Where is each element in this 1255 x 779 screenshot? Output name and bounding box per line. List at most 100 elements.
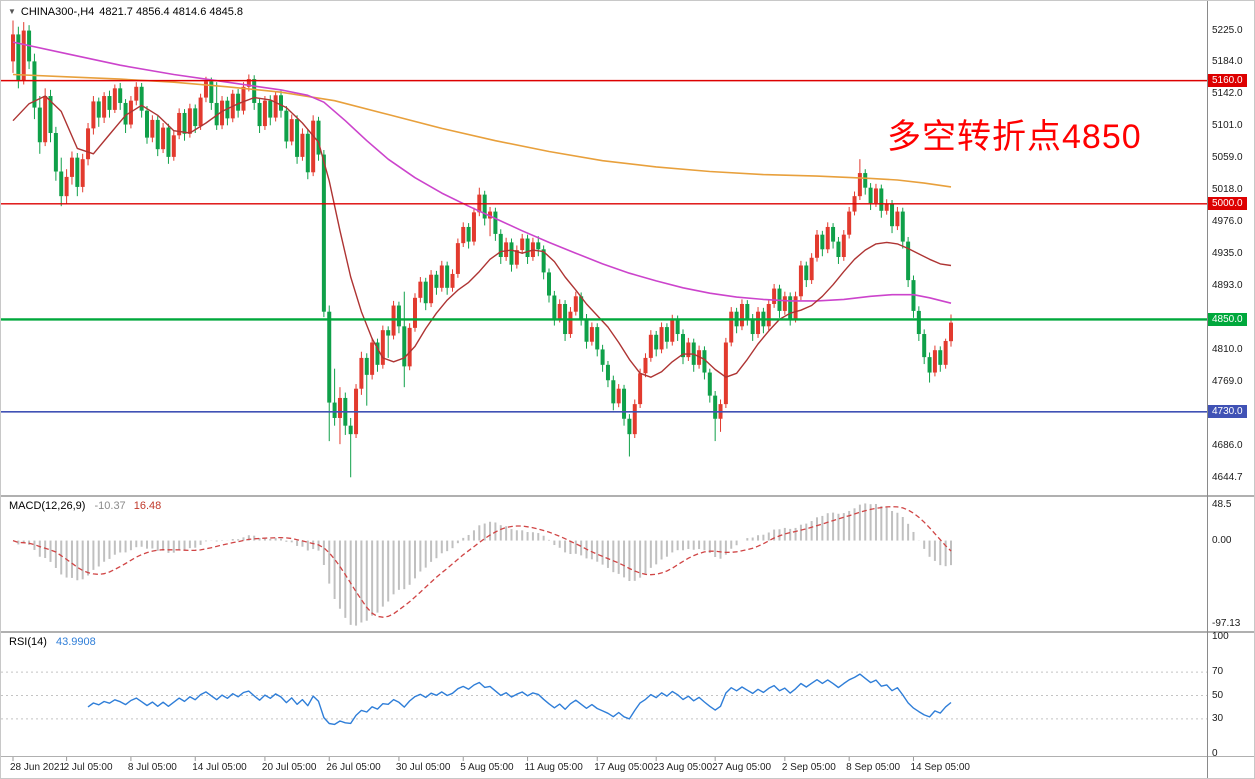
time-axis-label: 23 Aug 05:00 <box>653 762 713 773</box>
price-axis-label: 4769.0 <box>1212 375 1243 387</box>
macd-axis-max: 48.5 <box>1212 499 1232 510</box>
annotation-text[interactable]: 多空转折点4850 <box>887 118 1142 156</box>
candle-body-up <box>187 108 192 134</box>
candle-body-down <box>193 108 198 127</box>
candle-body-down <box>536 242 541 250</box>
candle-body-down <box>145 110 149 138</box>
price-axis-label: 4644.7 <box>1212 471 1243 483</box>
price-axis-label: 5184.0 <box>1212 56 1243 68</box>
macd-name: MACD(12,26,9) <box>9 500 86 512</box>
candle-body-down <box>702 350 707 373</box>
candle-body-down <box>32 61 37 108</box>
rsi-label: RSI(14) 43.9908 <box>9 636 96 648</box>
candle-body-down <box>59 171 64 197</box>
candle-body-down <box>938 350 943 365</box>
candle-body-down <box>820 234 825 250</box>
candle-body-up <box>766 303 771 327</box>
rsi-axis-label: 0 <box>1212 748 1218 759</box>
candle-body-up <box>11 34 15 62</box>
time-axis-label: 11 Aug 05:00 <box>524 762 583 773</box>
time-axis-label: 27 Aug 05:00 <box>712 762 772 773</box>
candle-body-down <box>423 281 428 304</box>
price-badge-4850.0: 4850.0 <box>1208 312 1247 326</box>
panel-separator-rsi-time <box>1 756 1254 757</box>
candle-body-down <box>482 194 487 219</box>
candle-body-down <box>493 211 498 234</box>
candle-body-up <box>150 119 155 138</box>
candle-body-up <box>413 297 417 328</box>
rsi-name: RSI(14) <box>9 636 47 648</box>
candle-body-up <box>262 100 267 127</box>
candle-body-down <box>182 112 187 134</box>
time-axis-label: 14 Jul 05:00 <box>192 762 247 773</box>
price-badge-5000.0: 5000.0 <box>1208 197 1247 211</box>
price-axis-label: 4686.0 <box>1212 439 1243 451</box>
candle-body-up <box>589 327 594 342</box>
time-axis-label: 14 Sep 05:00 <box>910 762 970 773</box>
candle-body-down <box>906 241 911 281</box>
horizontal-level-lines[interactable] <box>1 79 1207 413</box>
candle-body-up <box>418 281 423 298</box>
candle-body-up <box>884 203 889 211</box>
candle-body-down <box>868 187 873 204</box>
candle-body-up <box>461 226 466 244</box>
macd-axis-zero: 0.00 <box>1212 534 1232 546</box>
candle-body-up <box>289 119 294 142</box>
candle-body-down <box>675 319 680 335</box>
candle-body-down <box>16 34 21 81</box>
time-axis-label: 30 Jul 05:00 <box>395 762 451 773</box>
candle-body-down <box>498 233 503 258</box>
candle-body-up <box>21 30 26 81</box>
candle-body-down <box>268 100 273 118</box>
candle-body-down <box>236 93 241 111</box>
collapse-triangle-icon[interactable]: ▼ <box>8 7 16 16</box>
time-axis-label: 5 Aug 05:00 <box>460 762 514 773</box>
candle-body-down <box>123 102 128 125</box>
macd-signal-value: 16.48 <box>133 500 162 512</box>
candle-body-up <box>471 212 476 242</box>
candle-body-down <box>664 327 669 342</box>
candle-body-down <box>118 88 123 103</box>
candle-body-up <box>659 327 664 350</box>
candle-body-up <box>557 303 562 319</box>
price-axis-label: 5142.0 <box>1212 88 1243 100</box>
time-axis-label: 8 Jul 05:00 <box>127 762 177 773</box>
candle-body-up <box>798 265 803 297</box>
candle-body-up <box>943 340 948 365</box>
candle-body-up <box>439 265 444 288</box>
rsi-value: 43.9908 <box>55 636 96 648</box>
time-axis-label: 17 Aug 05:00 <box>594 762 654 773</box>
price-axis-label: 4810.0 <box>1212 344 1243 356</box>
candle-body-down <box>911 280 916 311</box>
candle-body-down <box>654 334 659 350</box>
candlestick-series <box>11 20 953 478</box>
candle-body-down <box>584 318 589 342</box>
candle-body-up <box>380 330 385 365</box>
panel-separator-main-macd[interactable] <box>1 495 1254 497</box>
candle-body-up <box>514 250 519 265</box>
candle-body-down <box>402 326 407 367</box>
panel-separator-macd-rsi[interactable] <box>1 631 1254 633</box>
candle-body-down <box>96 101 101 118</box>
time-axis-label: 26 Jul 05:00 <box>326 762 381 773</box>
ma-fast-darkred <box>12 95 952 378</box>
candle-body-down <box>831 226 836 242</box>
candle-body-up <box>643 357 648 374</box>
candle-body-down <box>622 388 627 419</box>
price-badge-4730.0: 4730.0 <box>1208 405 1247 419</box>
candle-body-up <box>739 303 744 327</box>
candle-body-down <box>750 318 755 335</box>
candle-body-up <box>86 128 91 160</box>
candle-body-up <box>825 226 830 250</box>
candle-body-down <box>900 211 905 242</box>
symbol-header: ▼ CHINA300-,H4 4821.7 4856.4 4814.6 4845… <box>8 6 243 18</box>
candle-body-up <box>241 86 246 111</box>
candle-body-down <box>375 342 380 365</box>
candle-body-down <box>804 265 809 281</box>
candle-body-up <box>337 397 342 418</box>
candle-body-down <box>305 133 310 173</box>
candle-body-down <box>434 274 439 288</box>
candle-body-up <box>43 96 48 143</box>
